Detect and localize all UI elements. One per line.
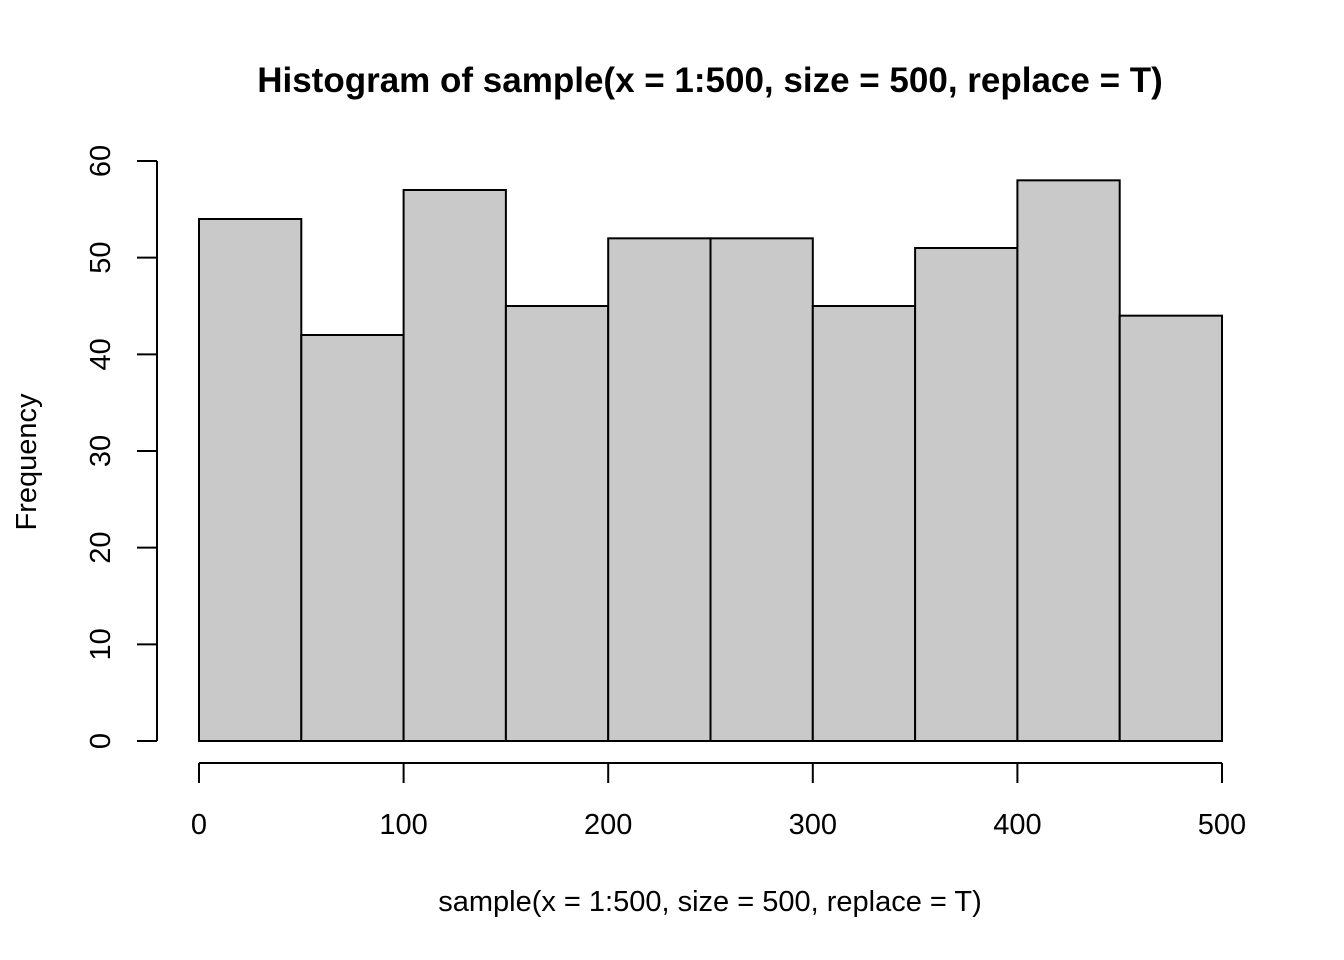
- x-axis: 0 100 200 300 400 500: [191, 762, 1246, 841]
- y-tick-label: 0: [85, 733, 117, 749]
- bars-group: [198, 179, 1223, 743]
- y-tick-label: 50: [85, 242, 117, 274]
- y-tick-label: 30: [85, 435, 117, 467]
- histogram-bar-8: [914, 247, 1019, 742]
- chart-title: Histogram of sample(x = 1:500, size = 50…: [257, 61, 1163, 100]
- histogram-bar-7: [811, 305, 917, 742]
- x-tick-label: 300: [789, 809, 837, 841]
- histogram-bar-6: [709, 237, 814, 742]
- y-tick-label: 10: [85, 628, 117, 660]
- y-tick-label: 60: [85, 145, 117, 177]
- x-tick-label: 0: [191, 809, 207, 841]
- x-tick-label: 100: [379, 809, 427, 841]
- histogram-bar-3: [402, 189, 507, 742]
- x-tick-label: 400: [993, 809, 1041, 841]
- histogram-bar-4: [504, 305, 610, 742]
- histogram-bar-10: [1118, 314, 1223, 742]
- y-tick-label: 20: [85, 532, 117, 564]
- x-tick-label: 200: [584, 809, 632, 841]
- x-tick-label: 500: [1198, 809, 1246, 841]
- histogram-bar-1: [198, 218, 303, 742]
- histogram-bar-2: [300, 334, 405, 742]
- y-tick-label: 40: [85, 338, 117, 370]
- y-axis-title: Frequency: [11, 393, 43, 531]
- histogram-bar-9: [1016, 179, 1121, 743]
- x-axis-title: sample(x = 1:500, size = 500, replace = …: [438, 886, 982, 918]
- y-axis: 0 10 20 30 40 50 60: [85, 145, 158, 749]
- histogram-bar-5: [607, 237, 712, 742]
